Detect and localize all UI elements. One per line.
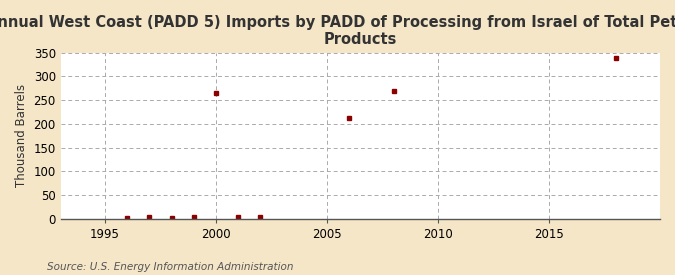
Title: Annual West Coast (PADD 5) Imports by PADD of Processing from Israel of Total Pe: Annual West Coast (PADD 5) Imports by PA… <box>0 15 675 47</box>
Text: Source: U.S. Energy Information Administration: Source: U.S. Energy Information Administ… <box>47 262 294 272</box>
Y-axis label: Thousand Barrels: Thousand Barrels <box>15 84 28 187</box>
